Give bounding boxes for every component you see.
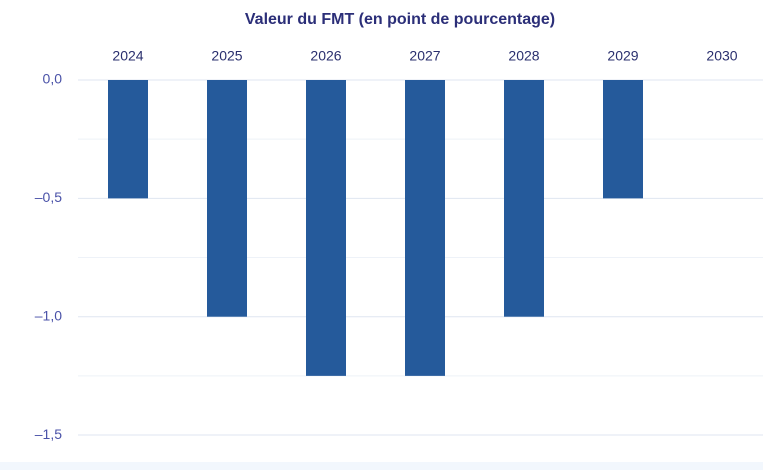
x-tick-label: 2029: [607, 48, 638, 64]
x-tick-label: 2030: [706, 48, 737, 64]
bar: [306, 80, 346, 376]
x-tick-label: 2026: [310, 48, 341, 64]
x-tick-label: 2028: [508, 48, 539, 64]
y-tick-label: –1,0: [35, 307, 62, 323]
y-tick-label: –1,5: [35, 426, 62, 442]
bar: [108, 80, 148, 199]
x-tick-label: 2027: [409, 48, 440, 64]
x-tick-label: 2024: [112, 48, 143, 64]
chart-title: Valeur du FMT (en point de pourcentage): [245, 11, 555, 28]
y-tick-label: –0,5: [35, 189, 62, 205]
x-tick-label: 2025: [211, 48, 242, 64]
bar: [207, 80, 247, 317]
bar: [405, 80, 445, 376]
y-tick-label: 0,0: [43, 71, 63, 87]
bar: [603, 80, 643, 199]
bar: [504, 80, 544, 317]
bottom-band: [0, 462, 763, 470]
